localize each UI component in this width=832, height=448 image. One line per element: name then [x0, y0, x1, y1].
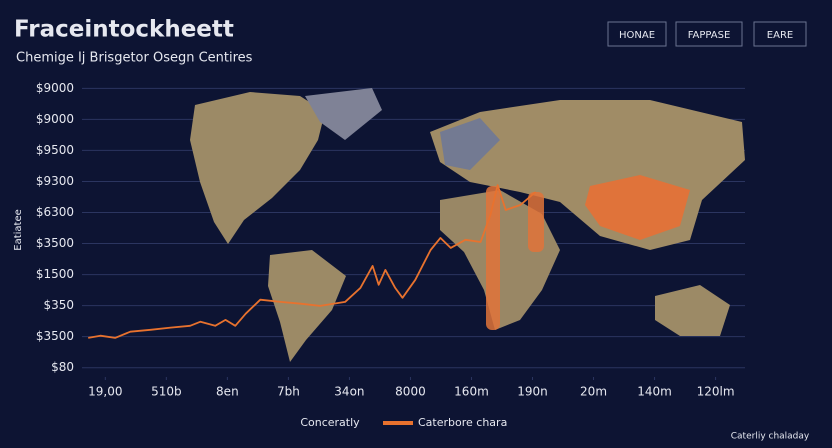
highlight-region: [528, 192, 544, 252]
x-tick-label: 34on: [334, 385, 364, 399]
y-tick-label: $1500: [36, 267, 74, 281]
legend-title: Conceratly: [300, 416, 360, 429]
button[interactable]: HONAE: [607, 21, 667, 47]
x-tick-label: 8en: [216, 385, 239, 399]
world-map: [190, 88, 745, 362]
x-tick-label: 7bh: [277, 385, 300, 399]
button[interactable]: EARE: [753, 21, 807, 47]
y-tick-label: $9000: [36, 112, 74, 126]
y-tick-label: $80: [51, 360, 74, 374]
line: [88, 184, 537, 339]
y-tick-label: $9300: [36, 174, 74, 188]
chart-subtitle: Chemige Ij Brisgetor Osegn Centires: [16, 51, 253, 66]
button[interactable]: FAPPASE: [675, 21, 743, 47]
y-tick-label: $9500: [36, 143, 74, 157]
x-tick-label: 140m: [637, 385, 672, 399]
button-label[interactable]: FAPPASE: [688, 30, 731, 41]
y-axis-label: Eatiatee: [13, 209, 24, 251]
x-tick-label: 19,00: [88, 385, 122, 399]
source: Caterliy chaladay: [731, 432, 810, 442]
y-tick-label: $9000: [36, 81, 74, 95]
legend-label: Caterbore chara: [418, 416, 507, 429]
button-frame: [753, 21, 807, 47]
y-tick-label: $350: [43, 298, 74, 312]
x-tick-label: 8000: [395, 385, 426, 399]
y-tick-label: $3500: [36, 236, 74, 250]
button-label[interactable]: HONAE: [619, 30, 655, 41]
highlight-region: [585, 175, 690, 240]
x-tick-label: 120lm: [697, 385, 735, 399]
y-tick-label: $6300: [36, 205, 74, 219]
x-tick-label: 20m: [580, 385, 607, 399]
continent: [190, 92, 325, 244]
button-frame: [607, 21, 667, 47]
button-label[interactable]: EARE: [767, 30, 793, 41]
x-tick-label: 190n: [517, 385, 548, 399]
x-tick-label: 160m: [454, 385, 489, 399]
chart-title: Fraceintockheett: [14, 17, 234, 43]
button-frame: [675, 21, 743, 47]
continent: [268, 250, 346, 362]
continent: [440, 118, 500, 170]
highlight-region: [486, 186, 500, 330]
x-tick-label: 510b: [151, 385, 182, 399]
y-tick-label: $3500: [36, 329, 74, 343]
continent: [655, 285, 730, 336]
continent: [305, 88, 382, 140]
